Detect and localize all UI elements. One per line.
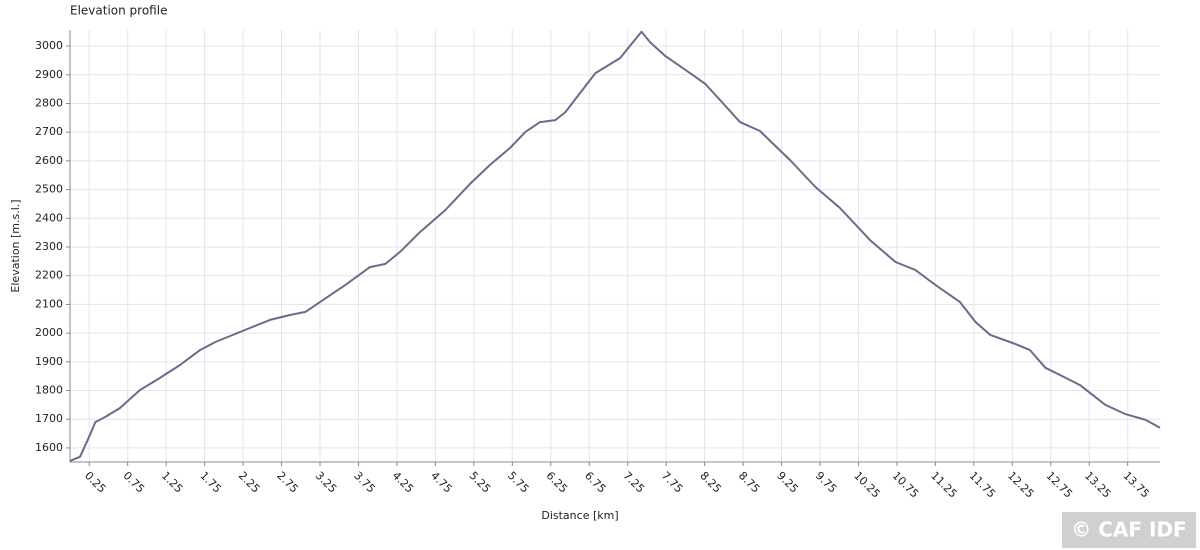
x-tick-label: 1.25 bbox=[159, 469, 186, 496]
y-tick-label: 2800 bbox=[35, 96, 63, 109]
x-tick-label: 2.25 bbox=[236, 469, 263, 496]
watermark-box bbox=[1062, 512, 1196, 548]
x-tick-label: 0.75 bbox=[120, 469, 147, 496]
y-tick-label: 2400 bbox=[35, 211, 63, 224]
x-tick-label: 6.25 bbox=[544, 469, 571, 496]
y-tick-label: 1600 bbox=[35, 441, 63, 454]
x-tick-label: 7.75 bbox=[659, 469, 686, 496]
x-tick-label: 7.25 bbox=[620, 469, 647, 496]
x-axis-label: Distance [km] bbox=[541, 509, 618, 522]
y-tick-label: 2300 bbox=[35, 240, 63, 253]
y-tick-label: 2500 bbox=[35, 183, 63, 196]
x-tick-label: 4.75 bbox=[428, 469, 455, 496]
x-tick-label: 6.75 bbox=[582, 469, 609, 496]
y-axis-label: Elevation [m.s.l.] bbox=[9, 199, 22, 292]
y-tick-label: 2700 bbox=[35, 125, 63, 138]
x-tick-label: 1.75 bbox=[197, 469, 224, 496]
plot-area: 1600 1700 1800 1900 2000 2100 2200 2300 2400 2500… bbox=[35, 30, 1161, 501]
x-tick-label: 12.25 bbox=[1005, 469, 1036, 500]
x-tick-label: 8.75 bbox=[736, 469, 763, 496]
y-tick-label: 2600 bbox=[35, 154, 63, 167]
x-tick-label: 5.25 bbox=[467, 469, 494, 496]
x-tick-label: 9.75 bbox=[813, 469, 840, 496]
x-tick-label: 10.25 bbox=[851, 469, 882, 500]
chart-title: Elevation profile bbox=[70, 4, 167, 18]
x-tick-label: 13.25 bbox=[1082, 469, 1113, 500]
y-tick-label: 1700 bbox=[35, 412, 63, 425]
x-tick-label: 12.75 bbox=[1044, 469, 1075, 500]
y-tick-label: 2200 bbox=[35, 269, 63, 282]
y-tick-label: 1900 bbox=[35, 355, 63, 368]
x-tick-label: 2.75 bbox=[274, 469, 301, 496]
y-tick-label: 2900 bbox=[35, 68, 63, 81]
x-tick-label: 11.75 bbox=[967, 469, 998, 500]
x-tick-label: 5.75 bbox=[505, 469, 532, 496]
x-tick-label: 8.25 bbox=[697, 469, 724, 496]
y-tick-label: 2000 bbox=[35, 326, 63, 339]
x-tick-label: 10.75 bbox=[890, 469, 921, 500]
x-tick-label: 11.25 bbox=[928, 469, 959, 500]
y-tick-label: 1800 bbox=[35, 384, 63, 397]
x-tick-label: 0.25 bbox=[82, 469, 109, 496]
x-tick-label: 3.25 bbox=[313, 469, 340, 496]
x-tick-label: 3.75 bbox=[351, 469, 378, 496]
x-tick-label: 4.25 bbox=[390, 469, 417, 496]
y-tick-label: 2100 bbox=[35, 297, 63, 310]
x-tick-label: 13.75 bbox=[1120, 469, 1151, 500]
watermark: © CAF IDF bbox=[1071, 518, 1186, 542]
elevation-line bbox=[69, 30, 1161, 462]
y-tick-label: 3000 bbox=[35, 39, 63, 52]
x-tick-label: 9.25 bbox=[774, 469, 801, 496]
